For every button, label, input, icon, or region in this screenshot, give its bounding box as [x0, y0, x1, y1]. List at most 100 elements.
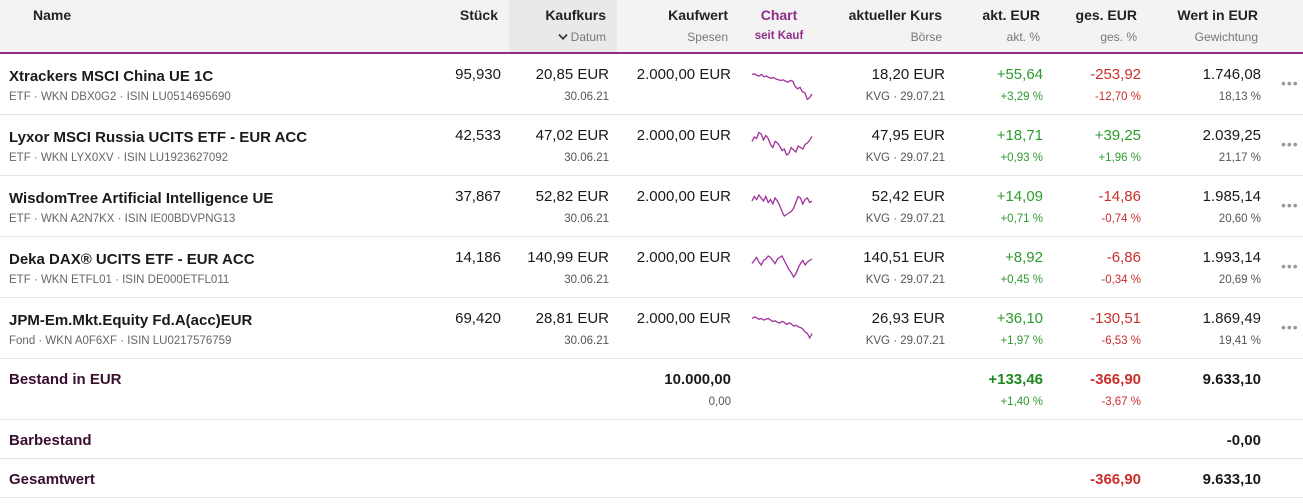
- gewichtung-value: 20,69 %: [1218, 274, 1261, 286]
- sparkline-chart: [751, 316, 813, 340]
- stueck-value: 95,930: [455, 66, 501, 83]
- security-name[interactable]: Lyxor MSCI Russia UCITS ETF - EUR ACC: [9, 129, 308, 146]
- wert-value: 1.985,14: [1202, 188, 1261, 205]
- bestand-kaufwert: 10.000,00: [664, 371, 731, 388]
- security-identifiers: Fond · WKN A0F6XF · ISIN LU0217576759: [9, 335, 232, 347]
- more-options-icon[interactable]: •••: [1281, 258, 1299, 274]
- ges-eur-value: -253,92: [1090, 66, 1141, 83]
- security-name[interactable]: WisdomTree Artificial Intelligence UE: [9, 190, 274, 207]
- akt-pct-value: +0,71 %: [1000, 213, 1043, 225]
- kaufkurs-value: 47,02 EUR: [535, 127, 609, 144]
- barbestand-row: Barbestand -0,00: [0, 420, 1303, 459]
- ges-eur-value: -130,51: [1090, 310, 1141, 327]
- col-wert-header[interactable]: Wert in EUR: [1177, 7, 1258, 23]
- sparkline-path: [751, 255, 813, 279]
- bestand-akt-eur: +133,46: [988, 371, 1043, 388]
- col-kaufkurs-header[interactable]: Kaufkurs: [545, 7, 606, 23]
- barbestand-label: Barbestand: [9, 432, 92, 449]
- security-name[interactable]: Deka DAX® UCITS ETF - EUR ACC: [9, 251, 255, 268]
- kaufwert-value: 2.000,00 EUR: [636, 127, 731, 144]
- table-row[interactable]: Xtrackers MSCI China UE 1C ETF · WKN DBX0…: [0, 54, 1303, 115]
- table-header: Name Stück Kaufkurs Datum Kaufwert Spese…: [0, 0, 1303, 54]
- akt-eur-value: +14,09: [996, 188, 1043, 205]
- col-aktueller-kurs-header[interactable]: aktueller Kurs: [848, 7, 942, 23]
- boerse-value: KVG · 29.07.21: [865, 213, 945, 225]
- col-seit-kauf-subheader[interactable]: seit Kauf: [754, 30, 804, 42]
- sparkline-path: [751, 131, 813, 156]
- security-identifiers: ETF · WKN A2N7KX · ISIN IE00BDVPNG13: [9, 213, 236, 225]
- col-chart-header[interactable]: Chart: [760, 7, 798, 23]
- akt-pct-value: +0,45 %: [1000, 274, 1043, 286]
- security-name[interactable]: JPM-Em.Mkt.Equity Fd.A(acc)EUR: [9, 312, 253, 329]
- sparkline-path: [751, 193, 813, 217]
- security-identifiers: ETF · WKN ETFL01 · ISIN DE000ETFL011: [9, 274, 230, 286]
- gesamtwert-label: Gesamtwert: [9, 471, 95, 488]
- col-ges-eur-header[interactable]: ges. EUR: [1075, 7, 1137, 23]
- col-kaufwert-header[interactable]: Kaufwert: [668, 7, 728, 23]
- col-ges-pct-subheader[interactable]: ges. %: [1100, 30, 1137, 44]
- bestand-wert: 9.633,10: [1202, 371, 1261, 388]
- akt-pct-value: +1,97 %: [1000, 335, 1043, 347]
- akt-eur-value: +18,71: [996, 127, 1043, 144]
- akt-pct-value: +3,29 %: [1000, 91, 1043, 103]
- more-options-icon[interactable]: •••: [1281, 197, 1299, 213]
- aktueller-kurs-value: 47,95 EUR: [871, 127, 945, 144]
- ges-pct-value: -12,70 %: [1094, 91, 1141, 103]
- bestand-row: Bestand in EUR 10.000,00 0,00 +133,46 +1…: [0, 359, 1303, 420]
- wert-value: 2.039,25: [1202, 127, 1261, 144]
- akt-eur-value: +36,10: [996, 310, 1043, 327]
- kaufdatum-value: 30.06.21: [564, 335, 609, 347]
- aktueller-kurs-value: 26,93 EUR: [871, 310, 945, 327]
- kaufdatum-value: 30.06.21: [564, 91, 609, 103]
- kaufkurs-value: 28,81 EUR: [535, 310, 609, 327]
- col-name-header[interactable]: Name: [33, 7, 72, 23]
- kaufkurs-value: 140,99 EUR: [527, 249, 609, 266]
- table-row[interactable]: Lyxor MSCI Russia UCITS ETF - EUR ACC ETF…: [0, 115, 1303, 176]
- barbestand-wert: -0,00: [1226, 432, 1261, 449]
- stueck-value: 37,867: [455, 188, 501, 205]
- table-row[interactable]: WisdomTree Artificial Intelligence UE ETF…: [0, 176, 1303, 237]
- gesamtwert-wert: 9.633,10: [1202, 471, 1261, 488]
- aktueller-kurs-value: 52,42 EUR: [871, 188, 945, 205]
- col-akt-pct-subheader[interactable]: akt. %: [1006, 30, 1040, 44]
- security-name[interactable]: Xtrackers MSCI China UE 1C: [9, 68, 214, 85]
- bestand-akt-pct: +1,40 %: [1000, 396, 1043, 408]
- bestand-ges-eur: -366,90: [1090, 371, 1141, 388]
- kaufwert-value: 2.000,00 EUR: [636, 310, 731, 327]
- kaufwert-value: 2.000,00 EUR: [636, 66, 731, 83]
- gewichtung-value: 19,41 %: [1218, 335, 1261, 347]
- col-gewichtung-subheader[interactable]: Gewichtung: [1194, 30, 1258, 44]
- kaufwert-value: 2.000,00 EUR: [636, 249, 731, 266]
- ges-pct-value: -0,74 %: [1101, 213, 1141, 225]
- wert-value: 1.869,49: [1202, 310, 1261, 327]
- kaufkurs-value: 20,85 EUR: [535, 66, 609, 83]
- ges-eur-value: -6,86: [1106, 249, 1141, 266]
- col-datum-label: Datum: [570, 30, 606, 44]
- bestand-label: Bestand in EUR: [9, 371, 122, 388]
- boerse-value: KVG · 29.07.21: [865, 335, 945, 347]
- table-row[interactable]: JPM-Em.Mkt.Equity Fd.A(acc)EUR Fond · WKN…: [0, 298, 1303, 359]
- akt-pct-value: +0,93 %: [1000, 152, 1043, 164]
- col-datum-subheader[interactable]: Datum: [510, 30, 606, 44]
- more-options-icon[interactable]: •••: [1281, 75, 1299, 91]
- table-row[interactable]: Deka DAX® UCITS ETF - EUR ACC ETF · WKN E…: [0, 237, 1303, 298]
- kaufwert-value: 2.000,00 EUR: [636, 188, 731, 205]
- akt-eur-value: +55,64: [996, 66, 1043, 83]
- more-options-icon[interactable]: •••: [1281, 136, 1299, 152]
- kaufdatum-value: 30.06.21: [564, 213, 609, 225]
- gesamtwert-ges-eur: -366,90: [1090, 471, 1141, 488]
- sort-column-highlight: [509, 0, 617, 52]
- col-spesen-subheader[interactable]: Spesen: [687, 30, 728, 44]
- bestand-spesen: 0,00: [708, 396, 731, 408]
- col-boerse-subheader[interactable]: Börse: [910, 30, 942, 44]
- sparkline-chart: [751, 73, 813, 101]
- col-stueck-header[interactable]: Stück: [459, 7, 498, 23]
- sparkline-path: [751, 316, 813, 340]
- gesamtwert-row: Gesamtwert -366,90 9.633,10: [0, 459, 1303, 498]
- more-options-icon[interactable]: •••: [1281, 319, 1299, 335]
- col-akt-eur-header[interactable]: akt. EUR: [982, 7, 1040, 23]
- sparkline-chart: [751, 131, 813, 156]
- boerse-value: KVG · 29.07.21: [865, 152, 945, 164]
- stueck-value: 42,533: [455, 127, 501, 144]
- wert-value: 1.993,14: [1202, 249, 1261, 266]
